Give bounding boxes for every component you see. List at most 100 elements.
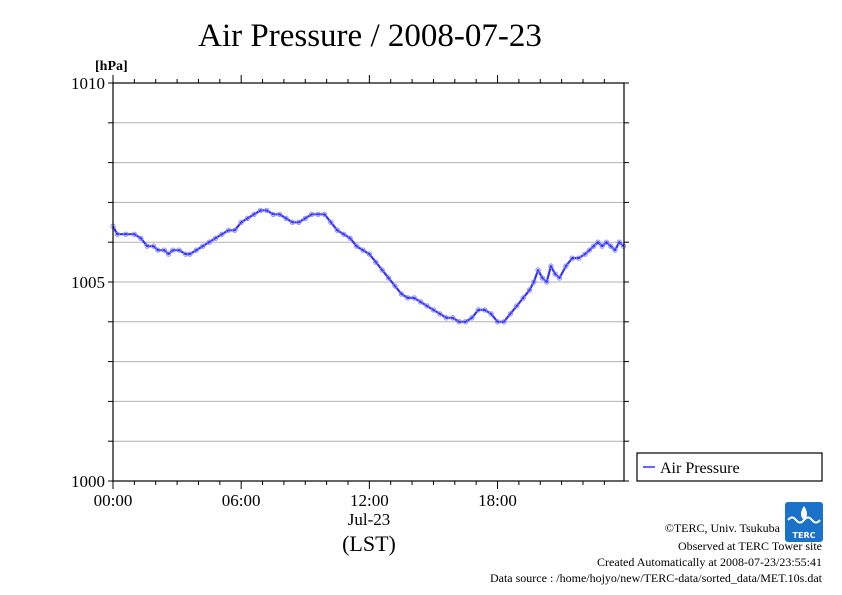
- data-point: [398, 291, 405, 297]
- data-point: [520, 295, 526, 301]
- x-tick-label: 12:00: [350, 491, 389, 510]
- data-point: [200, 243, 206, 249]
- data-point: [193, 247, 199, 253]
- data-point: [569, 255, 575, 261]
- data-point: [514, 303, 520, 309]
- data-point: [334, 227, 340, 233]
- data-point: [586, 247, 593, 253]
- terc-logo: TERC: [785, 502, 823, 542]
- data-point: [430, 307, 437, 313]
- data-point: [144, 243, 150, 249]
- x-tick-label: 00:00: [94, 491, 133, 510]
- data-point: [225, 227, 232, 233]
- data-point: [456, 319, 462, 325]
- data-point: [539, 275, 546, 281]
- data-point: [556, 275, 563, 281]
- observed-text: Observed at TERC Tower site: [678, 539, 822, 553]
- data-point: [138, 235, 144, 241]
- data-point: [347, 235, 353, 241]
- x-tick-label: 06:00: [222, 491, 261, 510]
- data-point: [360, 247, 366, 253]
- data-point: [155, 247, 161, 253]
- data-point: [150, 243, 157, 249]
- data-point: [206, 239, 212, 245]
- data-point: [176, 247, 182, 253]
- data-point: [535, 267, 541, 273]
- data-point: [341, 231, 347, 237]
- y-axis-unit: [hPa]: [95, 59, 128, 74]
- data-point: [612, 247, 618, 253]
- data-point: [531, 279, 537, 285]
- copyright-text: ©TERC, Univ. Tsukuba: [665, 521, 781, 535]
- data-point: [582, 251, 588, 257]
- x-ticks: 00:00 06:00 12:00 18:00: [94, 75, 605, 510]
- logo-drop-icon: [801, 506, 807, 520]
- data-point: [379, 267, 385, 273]
- data-point: [526, 287, 533, 293]
- data-point: [187, 251, 193, 257]
- created-text: Created Automatically at 2008-07-23/23:5…: [597, 555, 822, 569]
- data-point: [469, 315, 475, 321]
- y-tick-label: 1010: [71, 74, 105, 93]
- data-point: [576, 255, 582, 261]
- y-tick-label: 1005: [71, 273, 105, 292]
- data-point: [257, 207, 264, 214]
- data-point: [595, 239, 601, 245]
- data-point: [309, 211, 315, 217]
- data-point: [507, 311, 513, 317]
- data-point: [405, 295, 411, 301]
- data-point: [264, 207, 270, 214]
- data-point: [276, 211, 283, 217]
- data-point: [302, 215, 308, 221]
- data-point: [289, 219, 296, 225]
- data-point: [131, 231, 138, 237]
- data-point: [244, 215, 251, 221]
- data-point: [373, 259, 379, 265]
- data-point: [170, 247, 176, 253]
- data-point: [548, 263, 554, 269]
- data-point: [114, 231, 120, 237]
- data-point: [232, 227, 238, 233]
- data-point: [296, 219, 302, 225]
- data-point: [283, 215, 289, 221]
- data-point: [411, 295, 417, 301]
- data-point: [424, 303, 430, 309]
- plot-border: [112, 82, 625, 482]
- data-point: [501, 319, 507, 325]
- data-point: [392, 283, 398, 289]
- data-point: [328, 219, 334, 225]
- data-point: [385, 275, 392, 281]
- data-point: [219, 231, 225, 237]
- data-point: [603, 239, 610, 245]
- data-point: [599, 243, 605, 249]
- x-axis-label: (LST): [342, 531, 396, 556]
- data-point: [591, 243, 597, 249]
- data-point: [315, 211, 321, 217]
- data-point: [212, 235, 219, 241]
- logo-background: [785, 502, 823, 542]
- data-point: [251, 211, 257, 217]
- data-point: [238, 219, 244, 225]
- data-point: [616, 239, 622, 245]
- series-layer: [110, 207, 627, 325]
- data-point: [161, 247, 167, 253]
- data-source-text: Data source : /home/hojyo/new/TERC-data/…: [490, 571, 823, 585]
- data-point: [544, 279, 550, 285]
- legend-box: [636, 452, 823, 482]
- legend-label: Air Pressure: [660, 460, 740, 477]
- data-point: [353, 243, 360, 249]
- data-point: [270, 211, 276, 217]
- data-point: [437, 311, 443, 317]
- x-tick-label: 18:00: [478, 491, 517, 510]
- data-point: [552, 271, 558, 277]
- data-point: [443, 315, 449, 321]
- data-point: [482, 307, 488, 313]
- data-point: [366, 251, 373, 257]
- date-label: Jul-23: [348, 510, 391, 529]
- data-point: [450, 315, 456, 321]
- logo-text: TERC: [793, 531, 816, 540]
- y-ticks: 1010 1005 1000: [71, 74, 629, 491]
- data-point: [608, 243, 614, 249]
- data-point: [488, 311, 494, 317]
